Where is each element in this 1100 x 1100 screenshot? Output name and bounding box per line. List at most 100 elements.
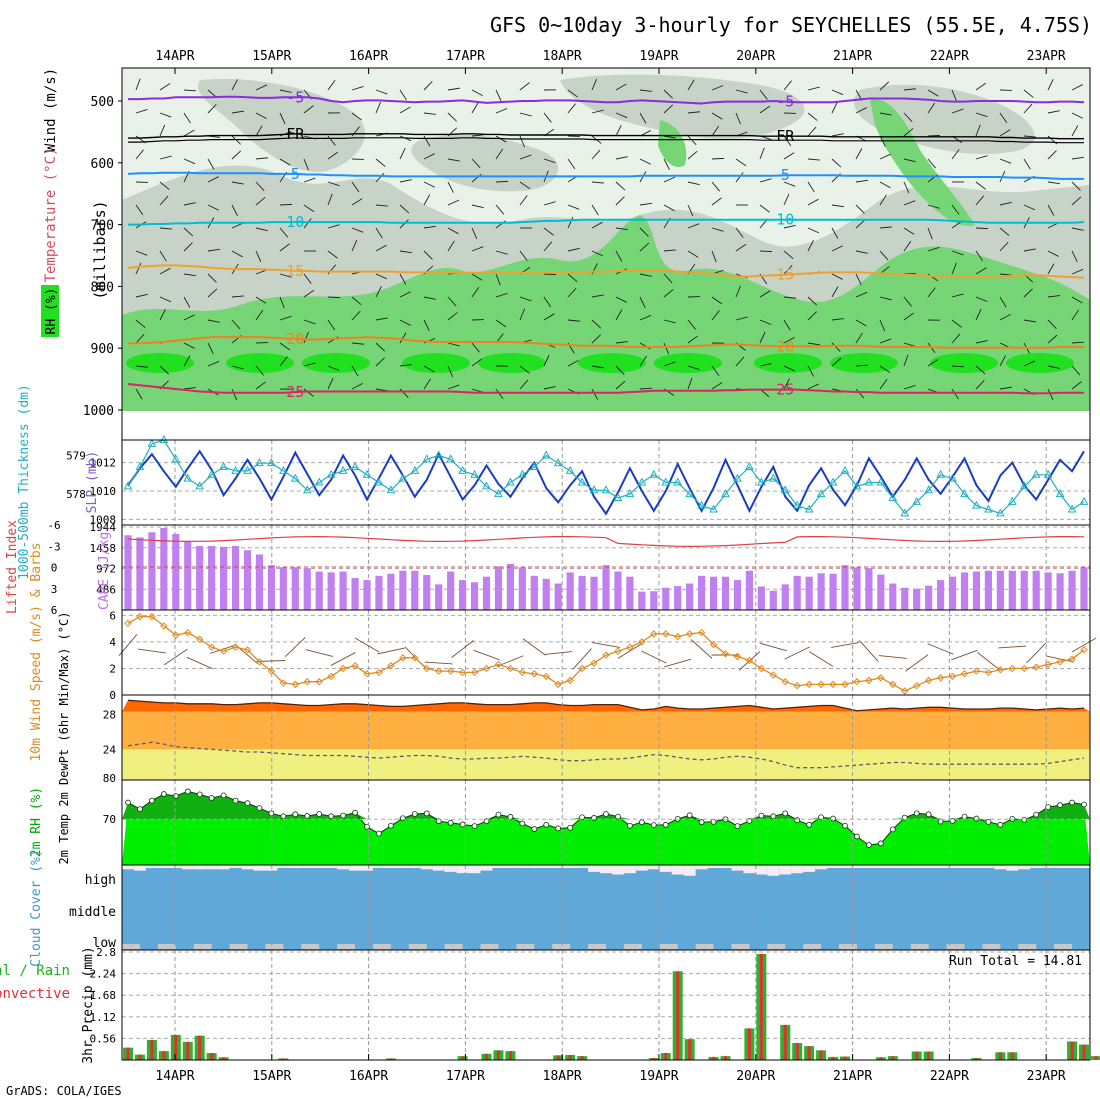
thickness-marker: [529, 461, 539, 471]
wind-barb: [687, 319, 696, 330]
wind-barb: [495, 273, 501, 286]
wind-barb: [255, 250, 262, 263]
rh-marker: [650, 822, 657, 829]
wind-barb: [303, 158, 309, 171]
wind-barb: [519, 365, 530, 374]
wind-barb: [639, 158, 651, 165]
wind-speed-marker: [614, 647, 622, 655]
wind-barb: [711, 382, 723, 390]
temp-mid-band: [122, 711, 1090, 750]
wind-barb: [1071, 84, 1083, 91]
wind-barb: [615, 181, 626, 191]
wind-barb: [975, 82, 987, 91]
wind-speed-marker: [650, 630, 658, 638]
rh-marker: [531, 826, 538, 832]
lifted-index-axis-label: Lifted Index: [5, 520, 20, 614]
cloud-low-gap: [874, 944, 893, 949]
rh-band-100: [930, 353, 998, 373]
cape-bar: [1068, 570, 1076, 610]
cape-bar: [972, 571, 981, 610]
wind-barb: [663, 361, 676, 367]
wind-barb: [231, 295, 244, 298]
cape-bar: [315, 571, 323, 610]
wind-barb: [783, 264, 793, 275]
wind-speed-marker: [255, 658, 264, 666]
wind-barb: [451, 640, 474, 658]
wind-barb: [423, 81, 433, 91]
wind-barb: [207, 319, 220, 323]
wind-barb: [783, 193, 790, 206]
rh-marker: [196, 791, 203, 798]
contour-label: 20: [286, 330, 304, 348]
wind-barb: [807, 342, 820, 346]
rh-marker: [447, 819, 454, 826]
thickness-marker: [912, 496, 922, 505]
wind-barb: [327, 193, 333, 206]
cape-bar: [877, 574, 885, 610]
wind-barb: [135, 319, 146, 329]
wind-barb: [1071, 227, 1084, 231]
wind-speed-marker: [339, 664, 347, 673]
lifted-index-tick-label: 3: [51, 583, 58, 596]
wind-barb: [183, 342, 195, 349]
cloud-high-gap: [635, 865, 648, 871]
wind-barb: [399, 148, 406, 160]
wind-barb: [327, 250, 338, 259]
wind-barb: [879, 181, 891, 189]
cape-bar: [853, 567, 861, 610]
date-tick-bottom: 21APR: [833, 1069, 872, 1084]
thickness-marker: [279, 465, 288, 474]
wind-barb: [375, 342, 386, 352]
wind-barb: [615, 341, 628, 344]
wind-barb: [327, 319, 336, 331]
thickness-marker: [219, 461, 228, 471]
wind-barb: [567, 216, 574, 229]
wind-barb: [975, 365, 986, 375]
wind-speed-marker: [924, 676, 933, 685]
wind-barb: [1071, 196, 1082, 206]
pressure-tick-label: 500: [91, 95, 114, 110]
rh-marker: [471, 823, 478, 829]
precip-tick-label: 1.68: [90, 989, 117, 1002]
wind-barb: [1071, 112, 1083, 119]
thickness-marker: [733, 473, 742, 482]
cape-bar: [506, 563, 514, 610]
wind-speed-marker: [757, 664, 766, 673]
cloud-low-gap: [767, 944, 786, 949]
wind-barb: [255, 381, 266, 390]
wind-speed-marker: [626, 643, 634, 651]
wind-barb: [279, 203, 293, 206]
thickness-marker: [350, 461, 360, 471]
wind-barb: [231, 150, 242, 160]
wind-barb: [327, 151, 339, 160]
cloud-high-gap: [145, 865, 158, 868]
cloud-high-gap: [1066, 865, 1079, 868]
wind-barb: [687, 150, 698, 160]
wind-barb: [855, 319, 867, 327]
wind-barb: [591, 221, 603, 229]
wind-speed-marker: [781, 678, 789, 686]
cloud-high-gap: [396, 865, 409, 868]
rh-band-100: [754, 353, 822, 373]
wind-barb: [879, 81, 890, 91]
wind-barb: [519, 308, 525, 321]
wind-barb: [303, 273, 312, 284]
rh-marker: [794, 817, 801, 824]
rh-band-70: [560, 74, 805, 139]
wind-barb: [663, 204, 675, 212]
rh-marker: [913, 810, 920, 817]
wind-barb: [303, 331, 309, 344]
rh-marker: [220, 792, 227, 799]
wind-barb: [495, 319, 507, 328]
wind-speed-marker: [1080, 646, 1088, 654]
cloud-high-gap: [253, 865, 266, 871]
rh-marker: [495, 811, 502, 818]
wind-barb: [544, 651, 573, 655]
cloud-high-gap: [839, 865, 851, 868]
cape-bar: [220, 546, 228, 610]
wind-barb: [471, 227, 478, 240]
wind-speed-marker: [518, 668, 527, 677]
cloud-high-gap: [133, 865, 146, 871]
thickness-axis-label: 1000-500mb Thickness (dm): [17, 384, 32, 580]
thickness-marker: [840, 465, 850, 474]
